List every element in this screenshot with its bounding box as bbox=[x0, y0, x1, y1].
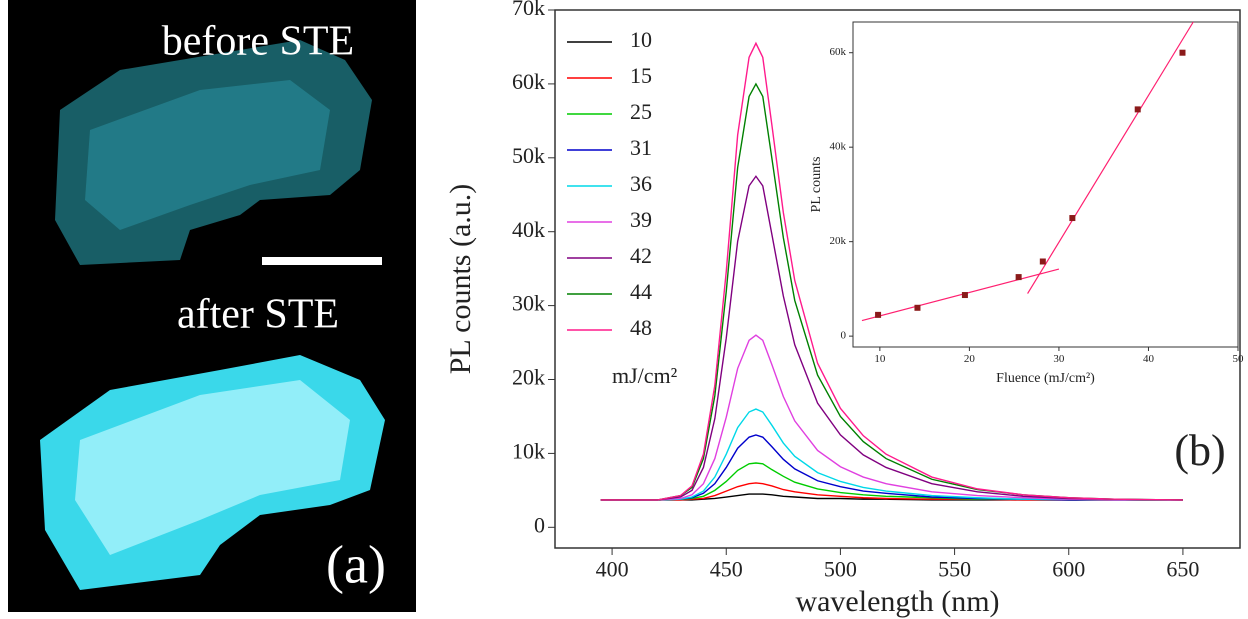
panel-label: (b) bbox=[1174, 426, 1225, 475]
y-tick-label: 60k bbox=[830, 46, 847, 58]
spectrum-line bbox=[600, 334, 1183, 501]
plot-frame bbox=[852, 21, 1239, 348]
legend-label: 39 bbox=[630, 207, 652, 232]
y-axis-title: PL counts bbox=[809, 157, 824, 213]
x-tick-label: 600 bbox=[1052, 557, 1085, 582]
data-point bbox=[875, 311, 882, 318]
y-tick-label: 60k bbox=[512, 69, 545, 94]
spectrum-line bbox=[600, 408, 1183, 501]
legend-label: 44 bbox=[630, 279, 652, 304]
scale-bar bbox=[262, 257, 382, 265]
legend-unit: mJ/cm² bbox=[612, 363, 678, 388]
y-tick-label: 20k bbox=[830, 235, 847, 247]
y-tick-label: 0 bbox=[841, 330, 847, 342]
data-point bbox=[1134, 106, 1141, 113]
spectrum-line bbox=[600, 41, 1183, 501]
panel-label: (a) bbox=[326, 534, 386, 594]
x-tick-label: 400 bbox=[596, 557, 629, 582]
data-point bbox=[1179, 49, 1186, 56]
x-tick-label: 450 bbox=[710, 557, 743, 582]
crystal-after-highlight bbox=[75, 380, 350, 555]
legend-label: 10 bbox=[630, 27, 652, 52]
x-tick-label: 30 bbox=[1053, 353, 1065, 365]
legend-label: 31 bbox=[630, 135, 652, 160]
photo-label: before STE bbox=[162, 19, 354, 65]
x-tick-label: 40 bbox=[1143, 353, 1155, 365]
fit-line bbox=[861, 268, 1060, 322]
data-point bbox=[914, 304, 921, 311]
inset-chart: 0 20k 40k 60k 10 20 30 40 50 PL counts Fluence (mJ… bbox=[809, 21, 1245, 386]
y-tick-label: 10k bbox=[512, 438, 545, 463]
y-tick-label: 20k bbox=[512, 365, 545, 390]
y-tick-label: 50k bbox=[512, 143, 545, 168]
data-point bbox=[1069, 215, 1076, 222]
x-tick-label: 650 bbox=[1166, 557, 1199, 582]
legend-label: 15 bbox=[630, 63, 652, 88]
legend-label: 48 bbox=[630, 315, 652, 340]
legend-label: 25 bbox=[630, 99, 652, 124]
legend-label: 42 bbox=[630, 243, 652, 268]
legend-label: 36 bbox=[630, 171, 652, 196]
x-tick-label: 10 bbox=[874, 353, 886, 365]
x-tick-label: 550 bbox=[938, 557, 971, 582]
photo-label: after STE bbox=[177, 292, 339, 338]
crystal-before-highlight bbox=[85, 80, 330, 230]
spectrum-line bbox=[600, 175, 1183, 501]
y-tick-label: 40k bbox=[830, 141, 847, 153]
photo-panel: before STE after STE (a) bbox=[8, 0, 416, 612]
data-point bbox=[961, 292, 968, 299]
x-axis-title: Fluence (mJ/cm²) bbox=[996, 371, 1095, 386]
data-point bbox=[1039, 258, 1046, 265]
x-tick-label: 500 bbox=[824, 557, 857, 582]
x-tick-label: 50 bbox=[1233, 353, 1245, 365]
x-tick-label: 20 bbox=[964, 353, 976, 365]
y-tick-label: 0 bbox=[534, 512, 545, 537]
y-tick-label: 30k bbox=[512, 291, 545, 316]
fit-line bbox=[1027, 21, 1194, 294]
x-axis-title: wavelength (nm) bbox=[795, 585, 999, 618]
y-tick-label: 70k bbox=[512, 0, 545, 20]
y-tick-label: 40k bbox=[512, 217, 545, 242]
y-axis-title: PL counts (a.u.) bbox=[444, 184, 477, 375]
data-point bbox=[1015, 274, 1022, 281]
